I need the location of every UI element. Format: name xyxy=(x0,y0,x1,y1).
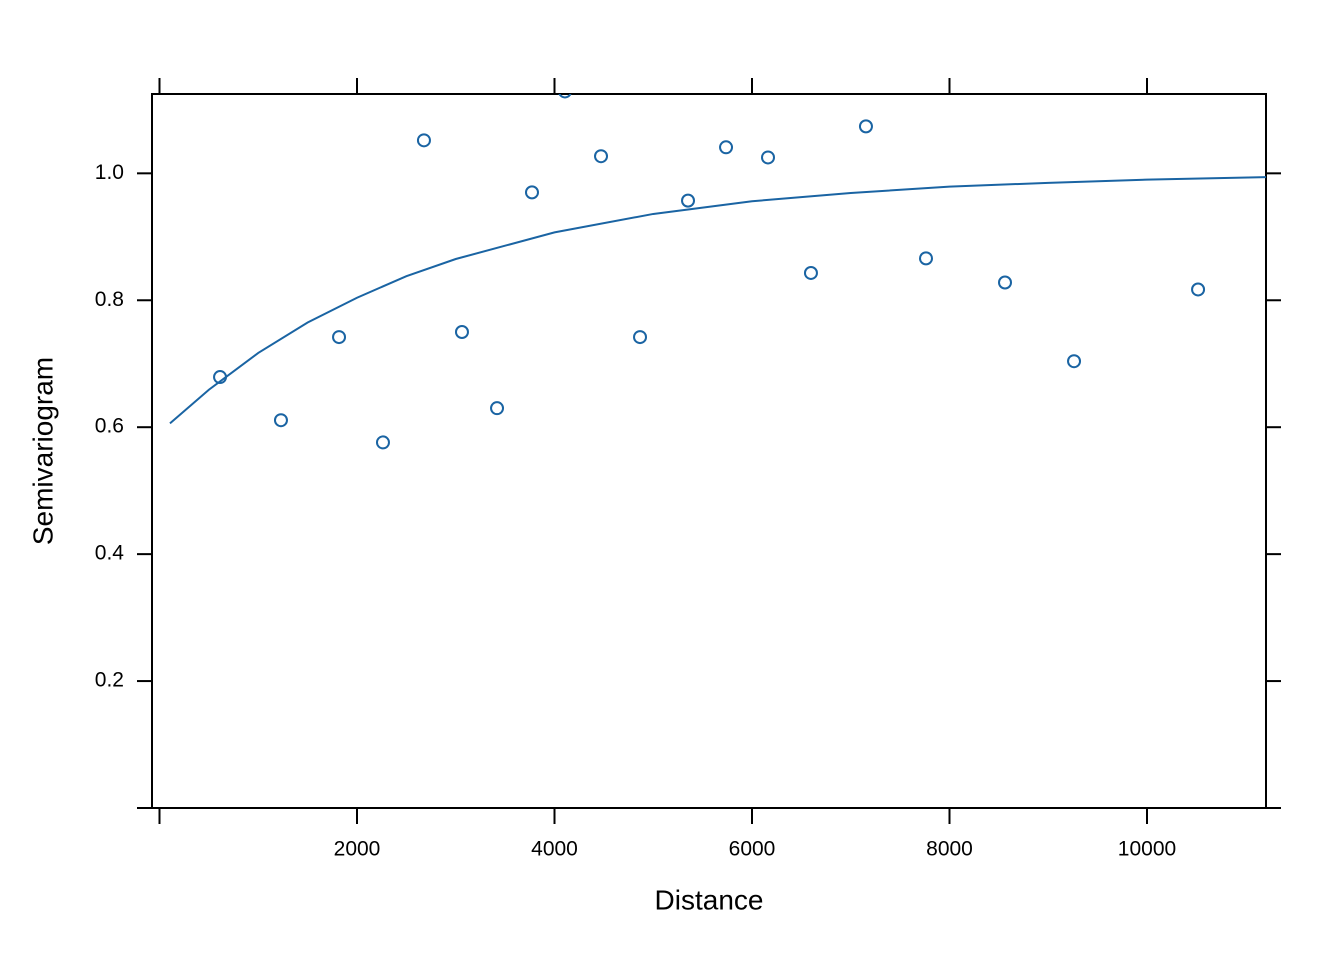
point xyxy=(919,251,934,266)
point xyxy=(558,94,572,99)
point xyxy=(633,330,648,345)
y-tick-label: 0.6 xyxy=(95,415,124,438)
x-tick-label: 6000 xyxy=(729,838,776,861)
point xyxy=(998,275,1013,290)
point xyxy=(719,140,734,155)
point xyxy=(594,149,609,164)
y-tick-label: 1.0 xyxy=(95,161,124,184)
point xyxy=(332,330,347,345)
plot-area xyxy=(169,94,1266,450)
x-tick-label: 2000 xyxy=(334,838,381,861)
y-tick-label: 0.2 xyxy=(95,669,124,692)
point xyxy=(1191,282,1206,297)
plot-frame xyxy=(151,93,1267,809)
point xyxy=(273,413,288,428)
fitted-line xyxy=(169,176,1266,425)
point xyxy=(454,325,469,339)
x-tick-label: 8000 xyxy=(926,838,973,861)
point xyxy=(858,119,873,134)
x-tick-label: 4000 xyxy=(531,838,578,861)
x-axis-title: Distance xyxy=(655,884,764,915)
point xyxy=(490,401,505,416)
x-tick-label: 10000 xyxy=(1118,838,1176,861)
point xyxy=(375,435,390,450)
point xyxy=(1067,354,1082,369)
point xyxy=(524,185,539,200)
y-axis-title: Semivariogram xyxy=(27,357,58,545)
y-tick-label: 0.8 xyxy=(95,288,124,311)
point xyxy=(803,265,818,280)
point xyxy=(416,133,431,148)
point xyxy=(681,193,696,208)
y-tick-label: 0.4 xyxy=(95,542,125,565)
point xyxy=(761,150,776,165)
